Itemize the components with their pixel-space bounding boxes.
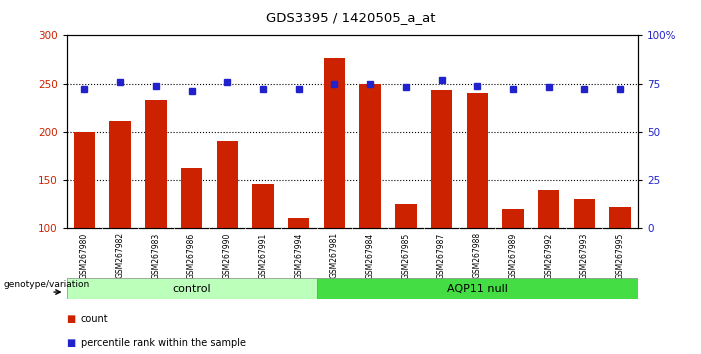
- Text: GSM267990: GSM267990: [223, 232, 232, 279]
- Bar: [466, 93, 488, 228]
- Bar: [109, 121, 131, 228]
- Text: ■: ■: [67, 338, 76, 348]
- Text: GSM267984: GSM267984: [366, 232, 374, 279]
- Text: GSM267985: GSM267985: [401, 232, 410, 279]
- Bar: [360, 84, 381, 228]
- Text: control: control: [172, 284, 211, 293]
- Text: GSM267994: GSM267994: [294, 232, 304, 279]
- Text: genotype/variation: genotype/variation: [4, 280, 90, 290]
- Bar: [573, 199, 595, 228]
- Text: GSM267986: GSM267986: [187, 232, 196, 279]
- Bar: [181, 167, 203, 228]
- Bar: [538, 190, 559, 228]
- Bar: [67, 278, 317, 299]
- Bar: [609, 207, 631, 228]
- Bar: [317, 278, 638, 299]
- Bar: [502, 209, 524, 228]
- Bar: [145, 100, 167, 228]
- Bar: [217, 141, 238, 228]
- Bar: [324, 58, 345, 228]
- Bar: [431, 90, 452, 228]
- Text: percentile rank within the sample: percentile rank within the sample: [81, 338, 245, 348]
- Text: AQP11 null: AQP11 null: [447, 284, 508, 293]
- Bar: [395, 204, 416, 228]
- Bar: [74, 132, 95, 228]
- Text: GSM267987: GSM267987: [437, 232, 446, 279]
- Bar: [252, 184, 273, 228]
- Text: GSM267991: GSM267991: [259, 232, 268, 279]
- Bar: [288, 218, 309, 228]
- Text: GSM267981: GSM267981: [330, 232, 339, 278]
- Text: GSM267995: GSM267995: [615, 232, 625, 279]
- Text: GSM267980: GSM267980: [80, 232, 89, 279]
- Text: GSM267982: GSM267982: [116, 232, 125, 278]
- Text: GSM267989: GSM267989: [508, 232, 517, 279]
- Text: GSM267988: GSM267988: [472, 232, 482, 278]
- Text: GSM267992: GSM267992: [544, 232, 553, 279]
- Text: ■: ■: [67, 314, 76, 324]
- Text: GSM267983: GSM267983: [151, 232, 161, 279]
- Text: GSM267993: GSM267993: [580, 232, 589, 279]
- Text: count: count: [81, 314, 108, 324]
- Text: GDS3395 / 1420505_a_at: GDS3395 / 1420505_a_at: [266, 11, 435, 24]
